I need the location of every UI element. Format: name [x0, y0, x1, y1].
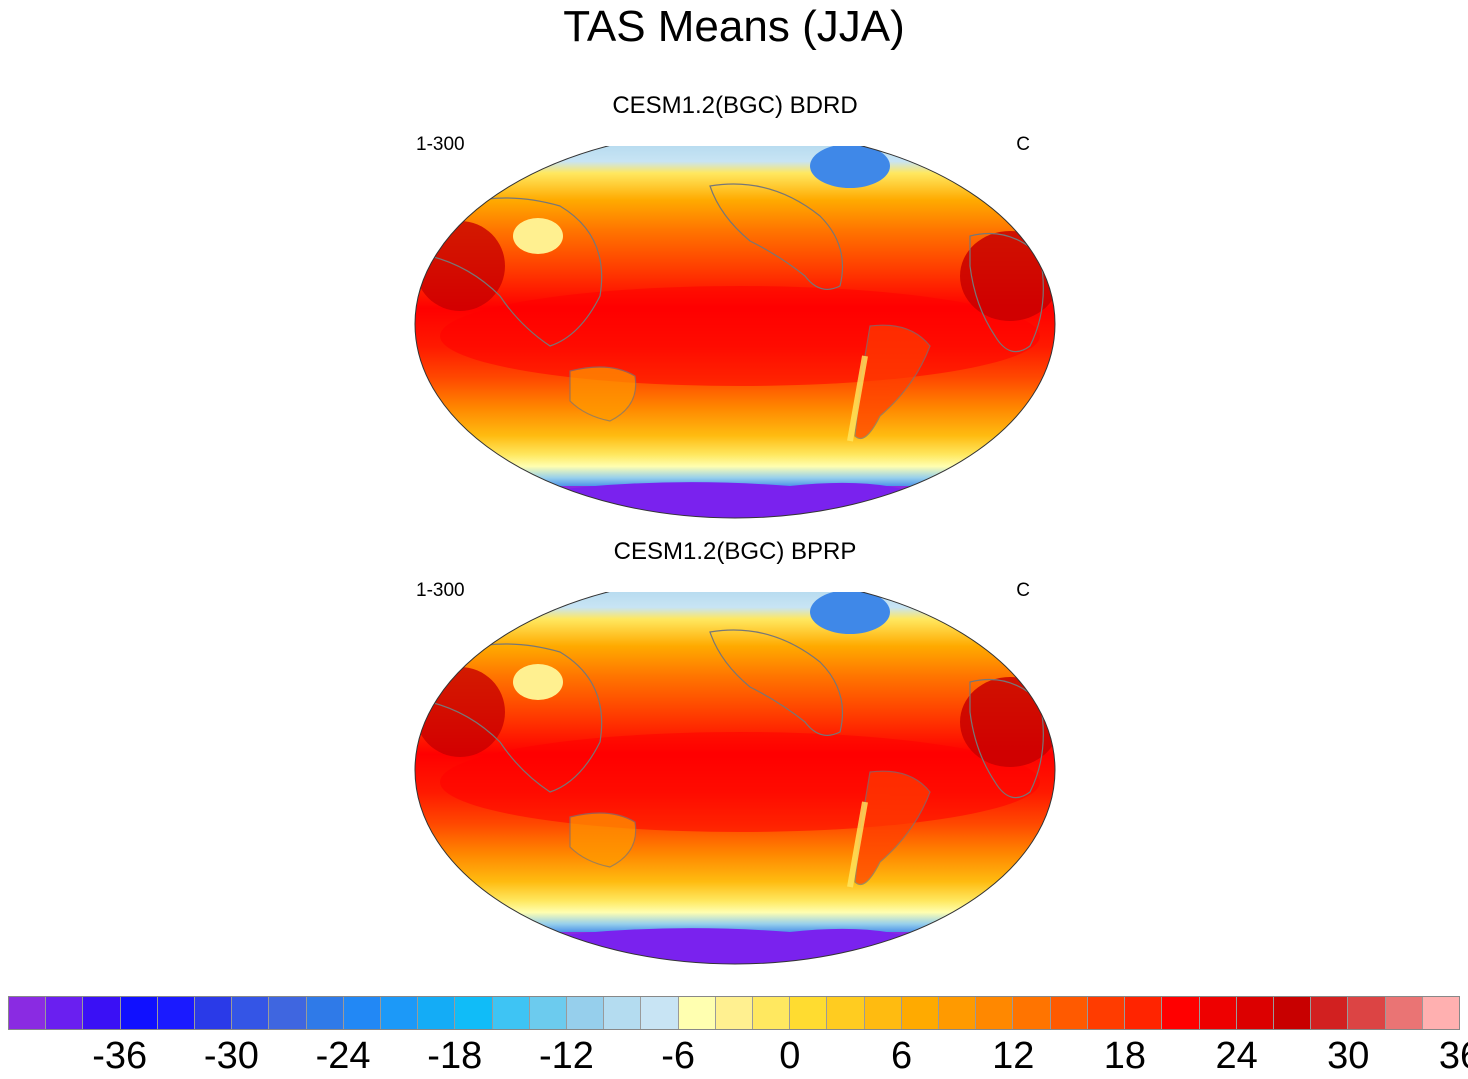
map-boundary [414, 146, 1056, 519]
colorbar-box [195, 997, 233, 1029]
colorbar-box [1311, 997, 1349, 1029]
figure-title: TAS Means (JJA) [563, 2, 905, 51]
colorbar-box [901, 997, 940, 1029]
colorbar-tick-label: -36 [92, 1035, 148, 1077]
colorbar-box [790, 997, 828, 1029]
colorbar-labels: -36 -30 -24 -18 -12 -6 0 6 12 18 24 30 36 [8, 1034, 1468, 1078]
colorbar-box [343, 997, 382, 1029]
colorbar-box [864, 997, 902, 1029]
colorbar-box [1273, 997, 1312, 1029]
colorbar-box [418, 997, 456, 1029]
colorbar-box [46, 997, 84, 1029]
temperature-map [414, 146, 1056, 519]
colorbar-box [678, 997, 716, 1029]
colorbar-box [1162, 997, 1200, 1029]
map-panel-1: CESM1.2(BGC) BDRD 1-300 C [410, 92, 1060, 532]
colorbar-box [827, 997, 865, 1029]
colorbar-tick-label: -18 [427, 1035, 483, 1077]
colorbar [8, 996, 1460, 1030]
colorbar-box [715, 997, 754, 1029]
colorbar-tick-label: 6 [890, 1035, 913, 1077]
map-boundary [414, 592, 1056, 965]
panel-units-label: C [1016, 580, 1030, 601]
colorbar-tick-label: 36 [1438, 1035, 1468, 1077]
colorbar-box [529, 997, 568, 1029]
colorbar-box [492, 997, 530, 1029]
colorbar-box [641, 997, 679, 1029]
colorbar-tick-label: -24 [315, 1035, 371, 1077]
colorbar-box [753, 997, 791, 1029]
panel-time-label: 1-300 [416, 134, 465, 155]
colorbar-tick-label: 30 [1327, 1035, 1370, 1077]
colorbar-box [269, 997, 307, 1029]
panel-title: CESM1.2(BGC) BPRP [613, 538, 857, 565]
colorbar-box [1050, 997, 1088, 1029]
colorbar-box [1125, 997, 1163, 1029]
colorbar-box [1422, 997, 1459, 1029]
colorbar-tick-label: 24 [1215, 1035, 1258, 1077]
map-field [415, 146, 1055, 518]
colorbar-box [1199, 997, 1237, 1029]
colorbar-tick-label: -12 [538, 1035, 594, 1077]
panel-title: CESM1.2(BGC) BDRD [612, 92, 858, 119]
colorbar-box [1087, 997, 1126, 1029]
panel-time-label: 1-300 [416, 580, 465, 601]
map-field [415, 592, 1055, 964]
colorbar-box [976, 997, 1014, 1029]
colorbar-box [567, 997, 605, 1029]
colorbar-box [1236, 997, 1274, 1029]
panel-units-label: C [1016, 134, 1030, 155]
colorbar-box [1013, 997, 1051, 1029]
colorbar-box [157, 997, 196, 1029]
colorbar-tick-label: 12 [992, 1035, 1035, 1077]
colorbar-box [939, 997, 977, 1029]
colorbar-box [1385, 997, 1423, 1029]
colorbar-box [604, 997, 642, 1029]
colorbar-box [1348, 997, 1386, 1029]
colorbar-box [83, 997, 121, 1029]
colorbar-tick-label: 18 [1103, 1035, 1147, 1077]
colorbar-tick-label: 0 [779, 1035, 801, 1077]
colorbar-tick-label: -30 [203, 1035, 259, 1077]
colorbar-box [9, 997, 47, 1029]
colorbar-tick-label: -6 [661, 1035, 696, 1077]
colorbar-box [120, 997, 158, 1029]
colorbar-box [232, 997, 270, 1029]
temperature-map [414, 592, 1056, 965]
map-panel-2: CESM1.2(BGC) BPRP 1-300 C [410, 538, 1060, 978]
colorbar-box [455, 997, 493, 1029]
colorbar-box [306, 997, 344, 1029]
colorbar-box [381, 997, 419, 1029]
